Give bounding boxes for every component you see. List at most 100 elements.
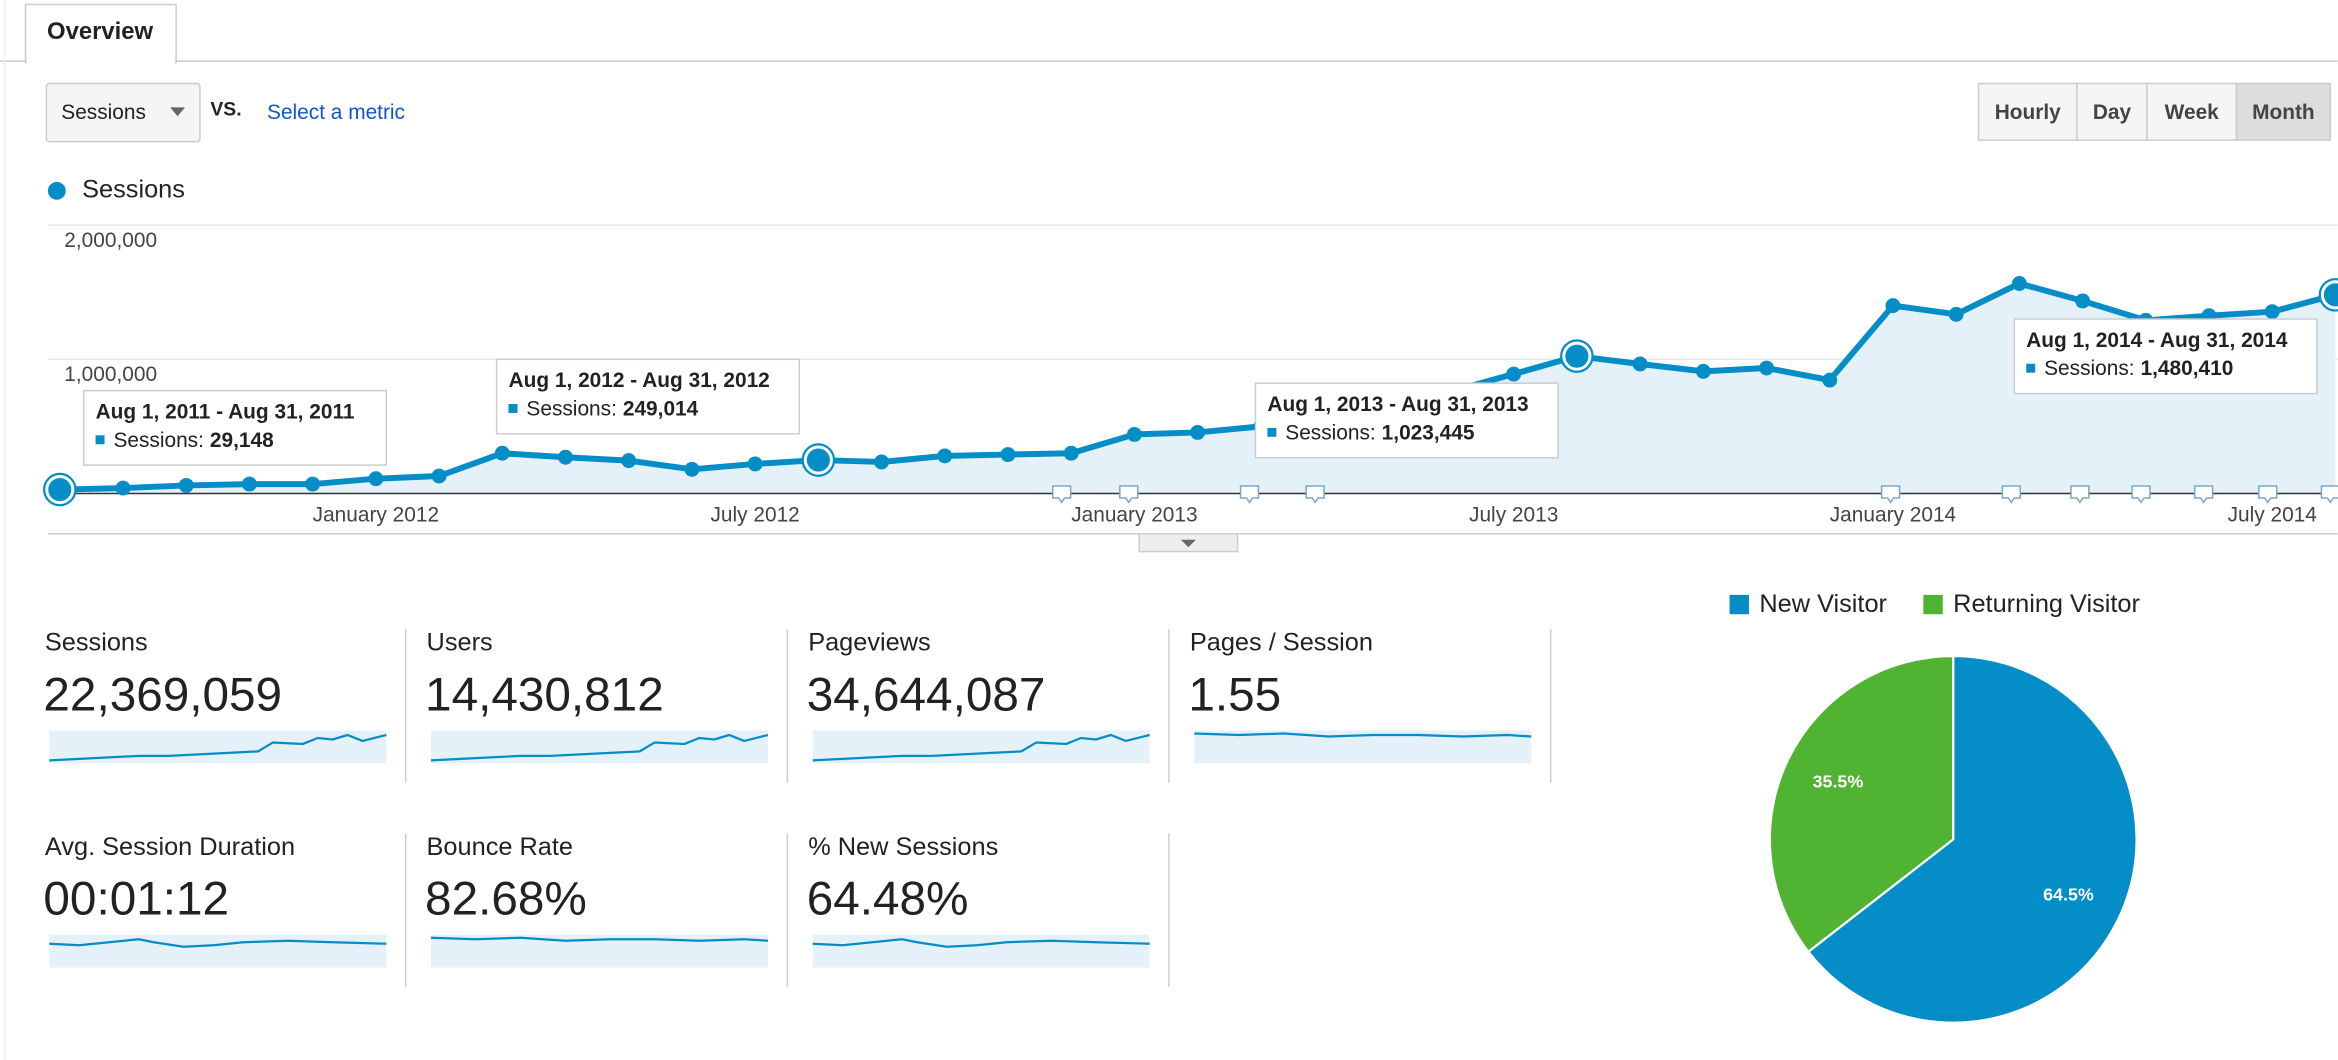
tooltip-value: 1,480,410 [2141, 357, 2234, 380]
x-tick-label: January 2014 [1830, 503, 1956, 526]
point[interactable] [1759, 360, 1774, 376]
point[interactable] [1000, 447, 1016, 463]
annotation-icon[interactable] [1119, 485, 1139, 504]
x-tick-label: July 2013 [1469, 503, 1558, 526]
point[interactable] [684, 461, 700, 477]
point[interactable] [1126, 426, 1142, 442]
tooltip-title: Aug 1, 2012 - Aug 31, 2012 [509, 369, 770, 392]
tooltip-label: Sessions: [113, 429, 203, 452]
point[interactable] [305, 476, 321, 492]
granularity-button[interactable] [2235, 82, 2332, 141]
point[interactable] [1695, 363, 1711, 379]
point[interactable] [368, 471, 384, 487]
scorecard-label: % New Sessions [808, 833, 998, 861]
scorecard-label: Users [427, 629, 493, 657]
scorecard-value: 22,369,059 [43, 668, 282, 721]
y-tick-label: 1,000,000 [64, 363, 157, 386]
highlight-point[interactable] [44, 474, 76, 505]
annotation-icon[interactable] [1051, 485, 1072, 504]
annotation-icon[interactable] [2070, 485, 2090, 504]
annotation-icon[interactable] [2193, 485, 2214, 504]
scorecard-label: Avg. Session Duration [45, 833, 295, 861]
tooltip-title: Aug 1, 2011 - Aug 31, 2011 [96, 400, 355, 423]
annotation-icon[interactable] [1305, 485, 1325, 504]
point[interactable] [241, 476, 257, 492]
point[interactable] [558, 449, 573, 465]
granularity-label[interactable]: Month [2252, 101, 2315, 124]
scorecard-value: 82.68% [425, 873, 587, 926]
dropdown-arrow [170, 107, 186, 117]
point[interactable] [874, 454, 890, 470]
point[interactable] [1948, 306, 1964, 322]
metric-label[interactable]: Sessions [61, 101, 146, 124]
point[interactable] [178, 477, 194, 493]
area [59, 283, 2336, 494]
highlight-point[interactable] [1561, 340, 1593, 372]
point[interactable] [1885, 298, 1901, 314]
granularity-group: Hourly Day Week Month [1977, 82, 2332, 141]
annotation-icon[interactable] [1880, 485, 1901, 504]
granularity-label[interactable]: Hourly [1995, 101, 2061, 124]
point[interactable] [2011, 276, 2027, 291]
scorecard-label: Sessions [45, 629, 148, 657]
slice-label: 35.5% [1813, 772, 1864, 792]
compare-link[interactable]: Select a metric [267, 101, 405, 124]
highlight-point[interactable] [803, 444, 834, 476]
legend-label: Returning Visitor [1953, 590, 2140, 618]
legend-label: New Visitor [1759, 590, 1887, 618]
point[interactable] [747, 456, 763, 472]
point[interactable] [115, 480, 131, 496]
scorecard-value: 1.55 [1188, 668, 1281, 721]
point[interactable] [2264, 304, 2280, 320]
point[interactable] [1063, 445, 1079, 461]
pie-slice[interactable] [1806, 654, 2138, 1024]
point[interactable] [1822, 372, 1838, 388]
point[interactable] [494, 445, 510, 461]
tooltip-title: Aug 1, 2013 - Aug 31, 2013 [1267, 393, 1528, 416]
point[interactable] [937, 448, 953, 464]
annotation-icon[interactable] [1239, 485, 1260, 504]
annotation-icon[interactable] [2258, 485, 2278, 504]
highlight-ring [2318, 278, 2338, 312]
highlight-point[interactable] [2320, 279, 2338, 311]
line-chart: Sessions 1,000,000 2,000,000 January 2012 Ju… [43, 176, 2338, 553]
x-tick-label: January 2013 [1071, 503, 1197, 526]
legend-swatch [1923, 594, 1943, 615]
tab-join [27, 56, 175, 65]
x-tick-label: January 2012 [313, 503, 439, 526]
point[interactable] [621, 453, 637, 469]
legend-label: Sessions [82, 176, 185, 204]
highlight-ring [1560, 339, 1594, 373]
metric-dropdown[interactable] [45, 82, 201, 143]
slice-label: 64.5% [2043, 885, 2094, 905]
tab[interactable] [24, 3, 177, 64]
y-tick-label: 2,000,000 [64, 229, 157, 252]
granularity-label[interactable]: Week [2165, 101, 2220, 124]
point[interactable] [1506, 366, 1522, 382]
sparkline-bg [812, 934, 1150, 968]
tooltip-swatch [1267, 427, 1277, 437]
annotation-icon[interactable] [2001, 485, 2022, 504]
scorecard-value: 00:01:12 [43, 873, 229, 926]
sparkline-bg [49, 934, 387, 968]
tooltip [495, 358, 801, 435]
annotation-icon[interactable] [2131, 485, 2151, 504]
scorecard-value: 64.48% [807, 873, 969, 926]
pie-slice[interactable] [1768, 654, 1955, 954]
legend-swatch [1729, 594, 1749, 615]
scorecards: Sessions 22,369,059 Users 14,430,812 Pagevie… [43, 629, 1552, 987]
pie-chart: New Visitor Returning Visitor 64.5% 35.5% [1729, 590, 2141, 1024]
tooltip-swatch [2026, 363, 2036, 373]
point[interactable] [2075, 293, 2091, 309]
tab-label[interactable]: Overview [47, 18, 153, 45]
highlight-ring [43, 472, 77, 507]
granularity-button[interactable] [2146, 82, 2238, 141]
point[interactable] [431, 468, 447, 484]
point[interactable] [1632, 356, 1648, 372]
tooltip-label: Sessions: [1285, 421, 1375, 444]
vs-label: VS. [210, 98, 241, 120]
point[interactable] [1190, 424, 1206, 440]
granularity-label[interactable]: Day [2093, 101, 2132, 124]
annotation-icon[interactable] [2320, 485, 2338, 504]
